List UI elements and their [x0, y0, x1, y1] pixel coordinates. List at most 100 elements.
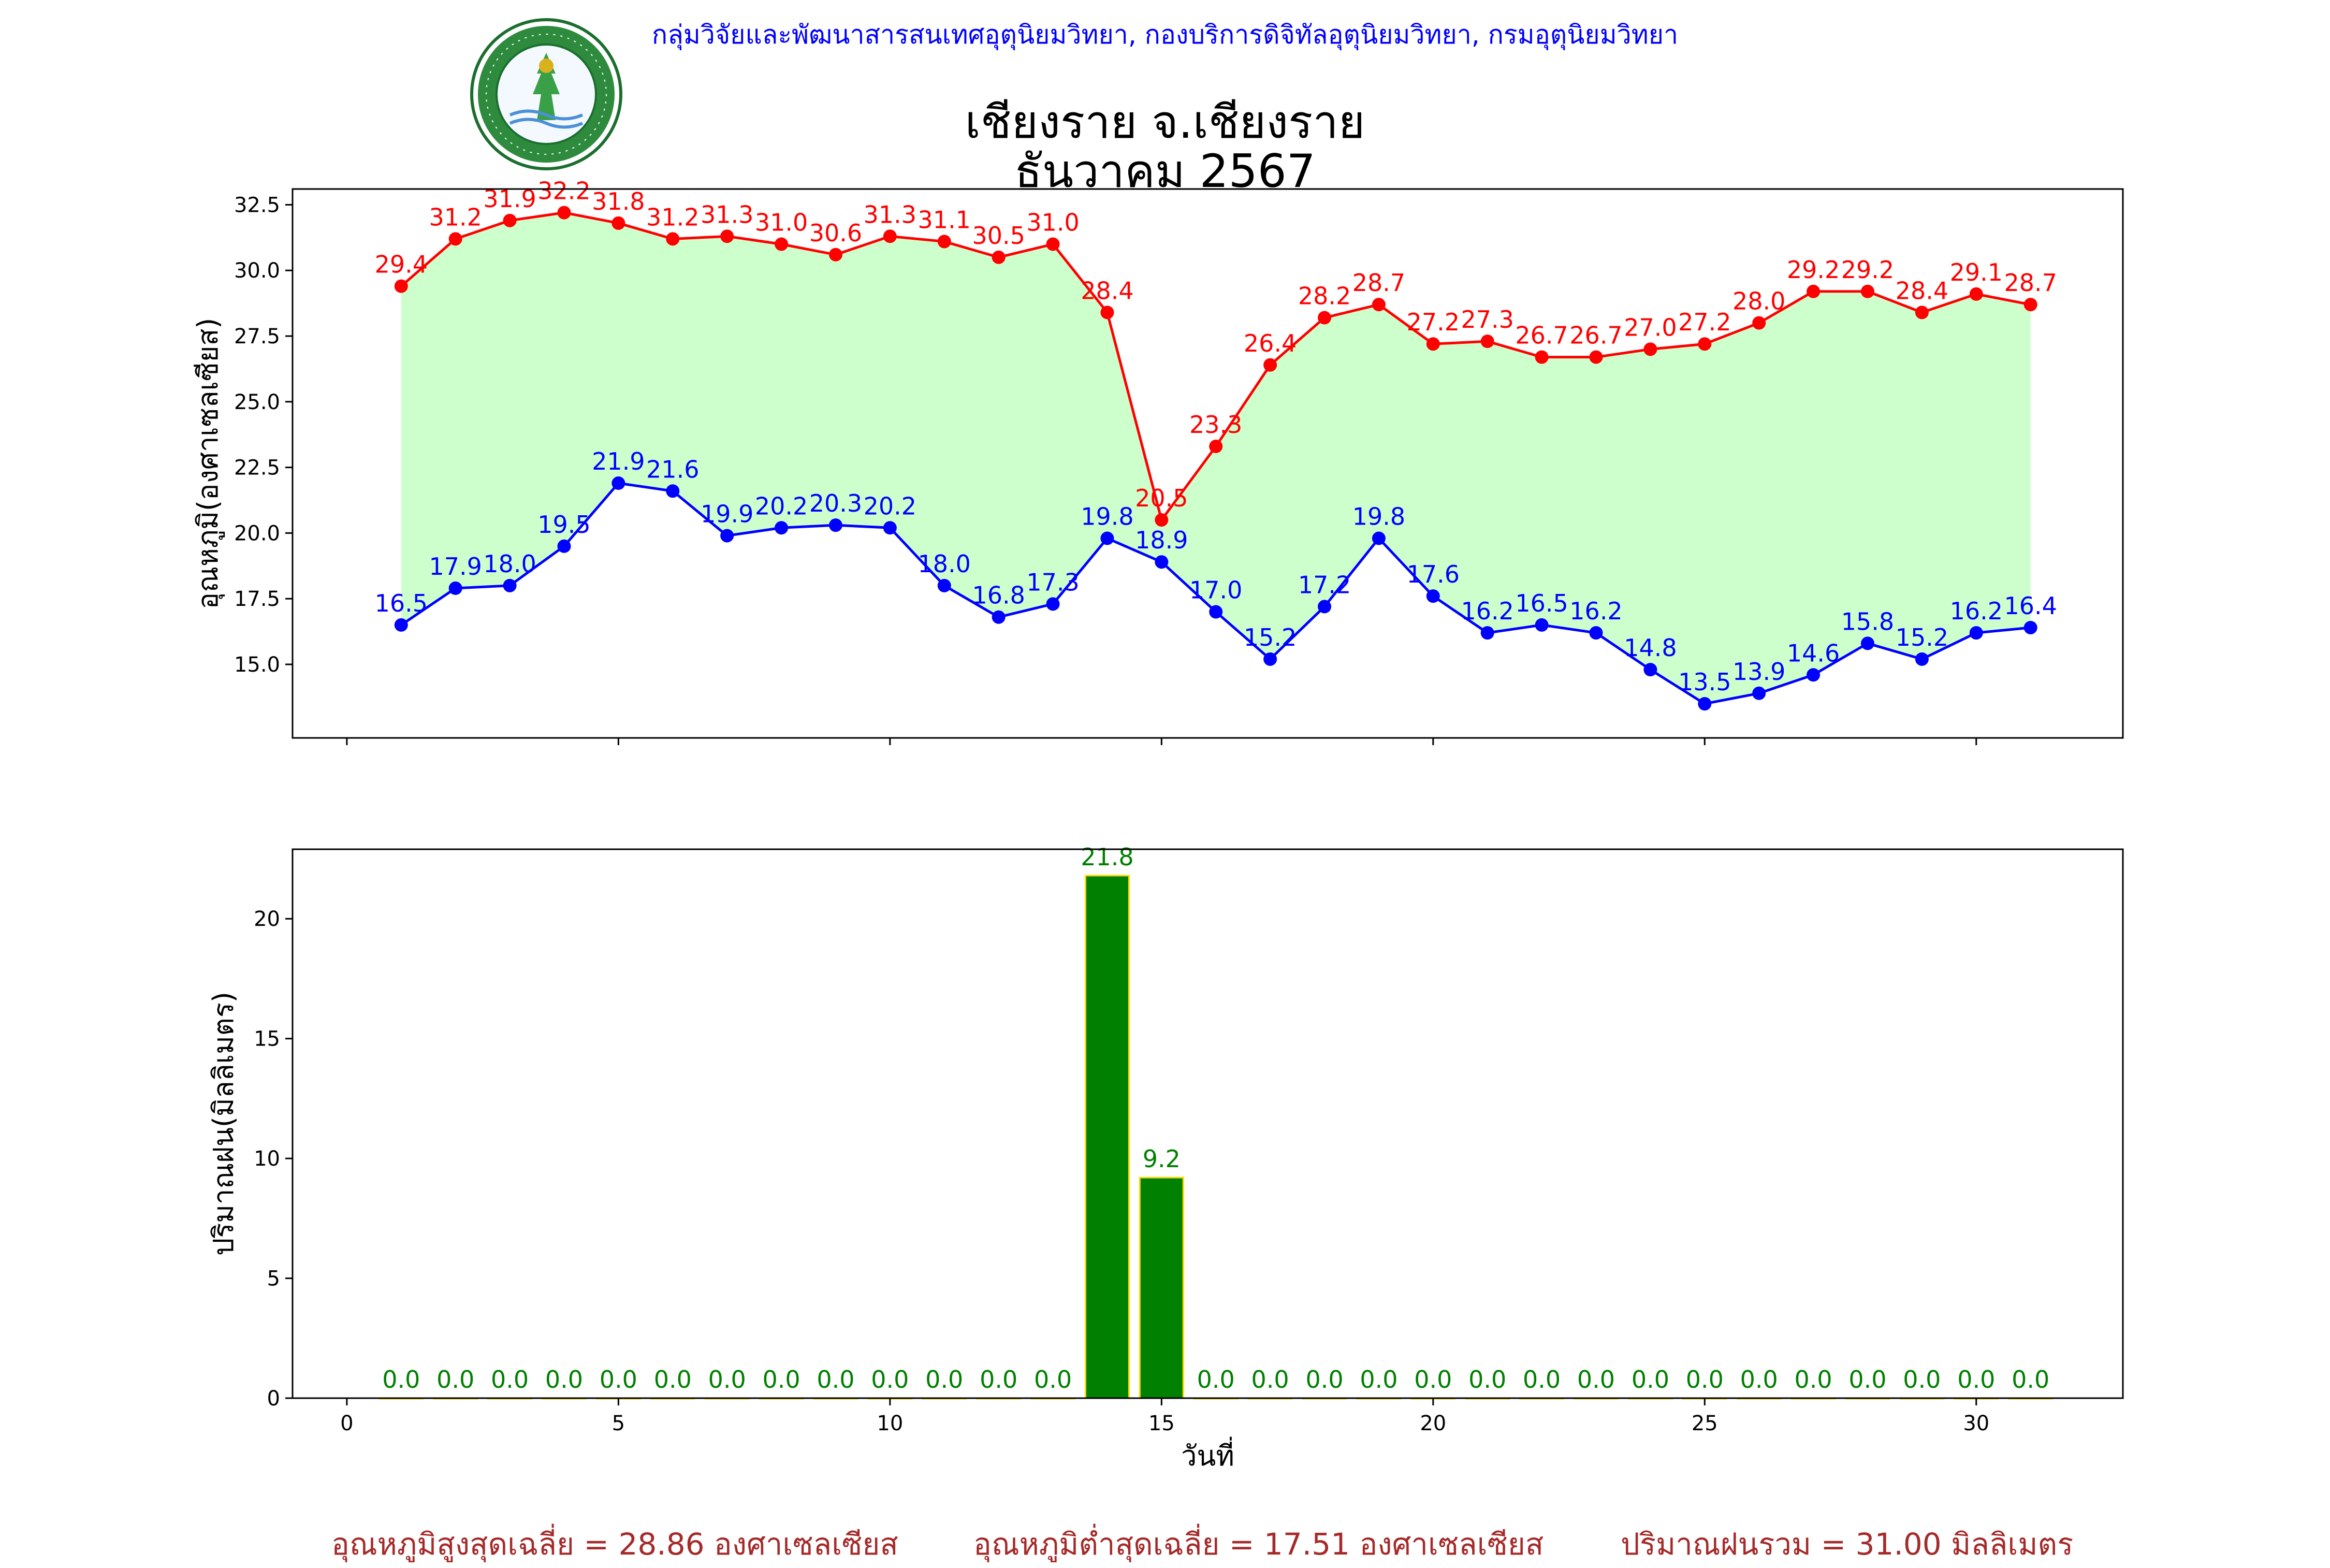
rain-value-label: 0.0 — [708, 1366, 746, 1393]
min-temp-point — [937, 578, 951, 592]
min-temp-label: 15.2 — [1244, 623, 1297, 651]
max-temp-label: 31.2 — [646, 203, 699, 231]
min-temp-point — [503, 578, 517, 592]
rain-value-label: 0.0 — [980, 1366, 1017, 1393]
rain-value-label: 0.0 — [1251, 1366, 1289, 1393]
min-temp-label: 13.9 — [1732, 658, 1785, 686]
rain-value-label: 0.0 — [1360, 1366, 1397, 1393]
rainfall-y-axis-label: ปริมาณฝน(มิลลิเมตร) — [207, 992, 240, 1256]
min-temp-point — [1209, 605, 1223, 619]
min-temp-label: 21.9 — [592, 447, 645, 475]
max-temp-label: 31.3 — [701, 200, 753, 228]
max-temp-label: 27.2 — [1678, 308, 1731, 336]
min-temp-point — [1643, 663, 1657, 677]
max-temp-label: 29.4 — [375, 251, 428, 279]
min-temp-label: 16.2 — [1950, 597, 2003, 625]
rain-value-label: 0.0 — [545, 1366, 583, 1393]
x-tick-label: 20 — [1420, 1412, 1446, 1435]
rain-value-label: 0.0 — [1034, 1366, 1072, 1393]
rain-value-label: 0.0 — [1957, 1366, 1995, 1393]
max-temp-point — [1535, 350, 1549, 364]
max-temp-label: 31.1 — [918, 206, 971, 234]
max-temp-label: 31.3 — [864, 200, 916, 228]
min-temp-label: 15.8 — [1841, 607, 1894, 635]
rain-value-label: 0.0 — [817, 1366, 854, 1393]
rain-value-label: 0.0 — [1686, 1366, 1724, 1393]
y-tick-label: 0 — [267, 1387, 280, 1411]
max-temp-label: 28.4 — [1081, 277, 1133, 304]
max-temp-label: 27.2 — [1407, 308, 1460, 336]
max-temp-point — [1915, 306, 1929, 320]
min-temp-label: 16.2 — [1569, 597, 1622, 625]
min-temp-label: 17.0 — [1189, 576, 1242, 604]
min-temp-point — [1263, 652, 1277, 666]
min-temp-point — [1589, 626, 1603, 640]
min-temp-point — [1860, 636, 1874, 650]
rain-bar — [1139, 1177, 1184, 1399]
x-tick-label: 5 — [612, 1412, 625, 1435]
max-temp-label: 20.5 — [1135, 484, 1188, 512]
max-temp-point — [720, 229, 734, 243]
min-temp-point — [394, 618, 408, 632]
chart-title-station: เชียงราย จ.เชียงราย — [965, 95, 1365, 149]
max-temp-point — [1155, 513, 1169, 527]
rain-value-label: 9.2 — [1143, 1145, 1181, 1173]
min-temp-label: 19.5 — [537, 511, 590, 539]
max-temp-point — [883, 229, 897, 243]
max-temp-label: 29.2 — [1787, 256, 1840, 284]
min-temp-label: 18.0 — [483, 550, 536, 578]
rain-value-label: 0.0 — [762, 1366, 800, 1393]
min-temp-point — [775, 521, 789, 535]
min-temp-label: 19.8 — [1352, 503, 1405, 531]
max-temp-point — [1807, 284, 1821, 298]
min-temp-label: 20.2 — [864, 492, 916, 520]
y-tick-label: 30.0 — [234, 259, 280, 283]
min-temp-point — [883, 521, 897, 535]
max-temp-point — [448, 232, 462, 246]
y-tick-label: 32.5 — [234, 193, 280, 217]
min-temp-label: 14.6 — [1787, 639, 1840, 667]
x-tick-label: 0 — [340, 1412, 353, 1435]
max-temp-point — [1752, 316, 1766, 330]
rain-value-label: 0.0 — [1305, 1366, 1343, 1393]
min-temp-label: 15.2 — [1896, 623, 1948, 651]
max-temp-label: 28.7 — [1352, 269, 1405, 297]
max-temp-point — [503, 213, 517, 227]
max-temp-point — [666, 232, 680, 246]
rain-value-label: 0.0 — [436, 1366, 474, 1393]
max-temp-label: 23.3 — [1189, 411, 1242, 439]
x-tick-label: 25 — [1692, 1412, 1718, 1435]
min-temp-label: 16.5 — [1515, 589, 1568, 617]
min-temp-label: 16.8 — [972, 582, 1025, 609]
max-temp-point — [1480, 335, 1494, 349]
max-temp-point — [775, 237, 789, 251]
rain-value-label: 0.0 — [1197, 1366, 1235, 1393]
max-temp-point — [1969, 287, 1983, 301]
max-temp-point — [1100, 306, 1114, 320]
rain-value-label: 0.0 — [1795, 1366, 1832, 1393]
max-temp-label: 27.0 — [1624, 313, 1677, 341]
max-temp-point — [1426, 337, 1440, 351]
y-tick-label: 10 — [254, 1147, 280, 1171]
x-tick-label: 30 — [1963, 1412, 1989, 1435]
rain-value-label: 0.0 — [1740, 1366, 1778, 1393]
min-temp-label: 18.9 — [1135, 526, 1188, 554]
max-temp-point — [611, 216, 625, 230]
min-temp-label: 16.2 — [1461, 597, 1514, 625]
y-tick-label: 15 — [254, 1027, 280, 1051]
min-temp-point — [720, 529, 734, 543]
max-temp-point — [828, 248, 842, 262]
rain-value-label: 0.0 — [1577, 1366, 1615, 1393]
y-tick-label: 15.0 — [234, 653, 280, 677]
min-temp-point — [611, 476, 625, 490]
rain-bar — [1084, 875, 1130, 1399]
min-temp-point — [1480, 626, 1494, 640]
max-temp-label: 31.0 — [755, 209, 808, 237]
min-temp-point — [1752, 686, 1766, 700]
min-temp-label: 17.9 — [429, 553, 482, 580]
min-temp-label: 17.3 — [1026, 568, 1079, 596]
min-temp-label: 17.6 — [1407, 560, 1460, 588]
min-temp-label: 14.8 — [1624, 634, 1677, 662]
min-temp-point — [2023, 620, 2037, 634]
rain-total: ปริมาณฝนรวม = 31.00 มิลลิเมตร — [1621, 1527, 2074, 1562]
